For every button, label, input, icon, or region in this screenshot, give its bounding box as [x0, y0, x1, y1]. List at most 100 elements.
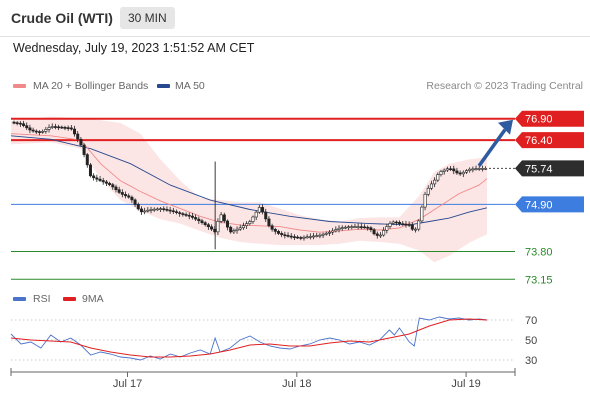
level-label-76.90: 76.90: [525, 114, 553, 126]
candle-body: [241, 225, 245, 229]
level-label-74.90: 74.90: [525, 199, 553, 211]
candle-body: [324, 232, 328, 235]
candle-body: [66, 127, 70, 129]
candle-body: [60, 126, 64, 129]
rsi-series-rsi: [10, 316, 488, 361]
candle-body: [261, 207, 265, 213]
candle-body: [194, 217, 198, 220]
candle-body: [480, 168, 484, 170]
ma20-legend-label: MA 20 + Bollinger Bands: [33, 80, 149, 92]
rsi-tick-50: 50: [525, 335, 537, 347]
level-label-73.80: 73.80: [525, 246, 553, 258]
candle-body: [79, 138, 83, 146]
candle-body: [391, 221, 395, 224]
rsi-legend-swatch: [13, 297, 26, 301]
candle-body: [168, 209, 172, 212]
candle-body: [426, 187, 430, 195]
candle-body: [162, 208, 166, 210]
candle-body: [436, 174, 440, 181]
candle-body: [12, 121, 16, 124]
candle-body: [216, 221, 220, 233]
candle-body: [286, 235, 290, 237]
candle-body: [289, 235, 293, 238]
candle-body: [25, 125, 29, 129]
rsi-legend-label: RSI: [33, 293, 51, 305]
candle-body: [283, 234, 287, 237]
candle-body: [254, 211, 258, 218]
candle-body: [257, 207, 261, 213]
candle-body: [130, 196, 134, 201]
candle-body: [190, 215, 194, 218]
candle-body: [468, 168, 472, 171]
current-price-label: 75.74: [525, 163, 553, 175]
candle-body: [120, 192, 124, 195]
candle-body: [385, 226, 389, 231]
candle-body: [136, 204, 140, 210]
candle-body: [337, 227, 341, 230]
candle-body: [248, 221, 252, 224]
candle-body: [378, 234, 382, 237]
candle-body: [429, 183, 433, 189]
candle-body: [464, 170, 468, 173]
ma9-legend-label: 9MA: [82, 293, 104, 305]
candle-body: [76, 133, 80, 140]
candle-body: [200, 220, 204, 223]
candle-body: [178, 212, 182, 214]
candle-body: [267, 218, 271, 227]
candle-body: [235, 228, 239, 231]
candle-body: [149, 209, 153, 211]
candle-body: [15, 122, 19, 124]
candle-body: [299, 237, 303, 239]
candle-body: [232, 230, 236, 233]
candle-body: [308, 236, 312, 238]
candle-body: [57, 126, 61, 129]
candle-body: [359, 226, 363, 228]
forecast-arrow-head: [498, 119, 513, 135]
candle-body: [302, 236, 306, 239]
ma9-legend-swatch: [63, 297, 76, 301]
candle-body: [238, 227, 242, 230]
candle-body: [331, 230, 335, 233]
bollinger-band: [11, 116, 487, 263]
candle-body: [210, 226, 214, 230]
candle-body: [41, 131, 45, 133]
candle-body: [449, 168, 453, 171]
candle-body: [104, 181, 108, 184]
candle-body: [280, 233, 284, 236]
candle-body: [276, 231, 280, 234]
candle-body: [334, 229, 338, 232]
candle-body: [53, 126, 57, 128]
candle-body: [155, 208, 159, 211]
candle-body: [312, 235, 316, 238]
interval-badge[interactable]: 30 MIN: [120, 7, 175, 29]
candle-body: [369, 227, 373, 231]
rsi-series-9ma: [10, 318, 488, 358]
candle-body: [394, 221, 398, 224]
candle-body: [101, 180, 105, 183]
candle-body: [273, 229, 277, 232]
candle-body: [439, 171, 443, 175]
candle-body: [203, 222, 207, 225]
candle-body: [197, 218, 201, 222]
candle-body: [292, 236, 296, 238]
candle-body: [146, 209, 150, 212]
current-price-tag: [515, 160, 584, 177]
candle-body: [117, 189, 121, 193]
ma50-legend-swatch: [157, 84, 170, 88]
candle-body: [63, 127, 67, 129]
x-tick-label-jul-19: Jul 19: [451, 378, 480, 390]
candle-body: [92, 175, 96, 179]
candle-body: [382, 230, 386, 236]
candle-body: [159, 208, 163, 210]
ma50-line: [10, 135, 488, 226]
candle-body: [327, 231, 331, 234]
candle-body: [111, 184, 115, 188]
candle-body: [458, 172, 462, 175]
level-label-76.40: 76.40: [525, 135, 553, 147]
candle-body: [88, 164, 92, 177]
candle-body: [229, 226, 233, 233]
candle-body: [73, 128, 77, 135]
candle-body: [484, 168, 488, 170]
candle-body: [114, 186, 118, 191]
